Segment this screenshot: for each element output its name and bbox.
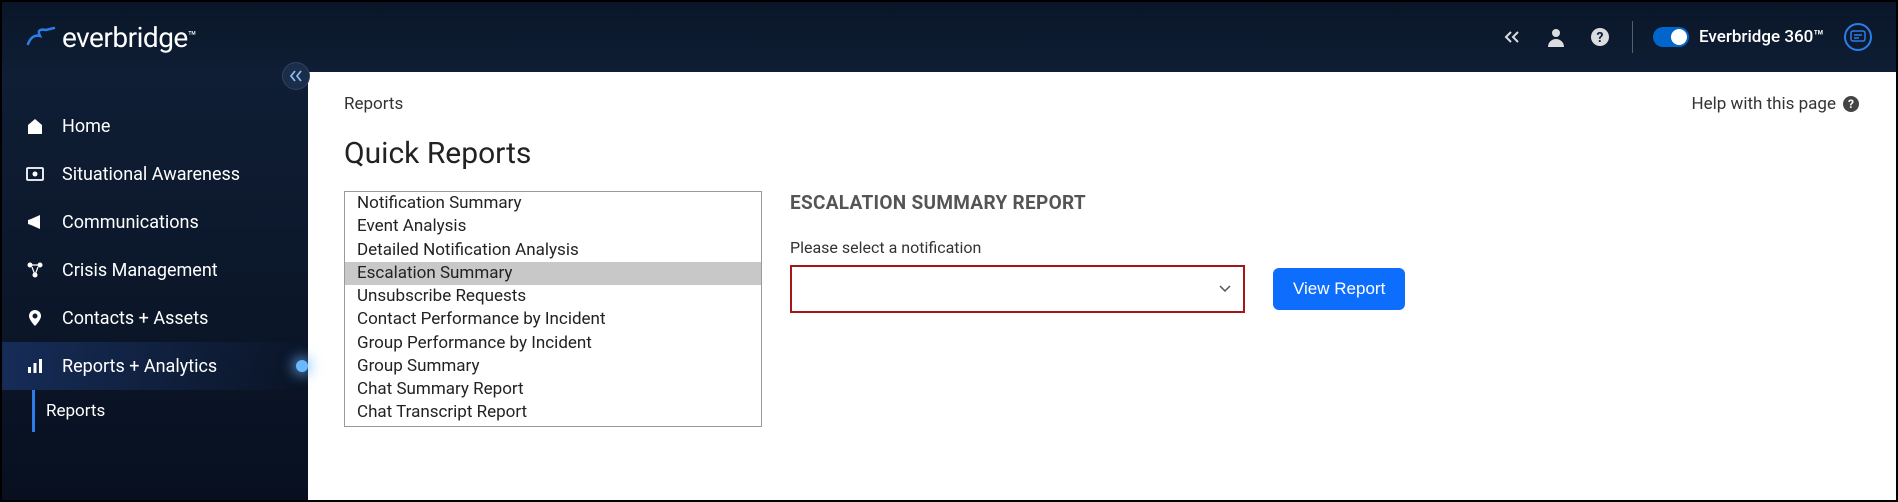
product-label: Everbridge 360™	[1699, 27, 1824, 47]
detail-title: ESCALATION SUMMARY REPORT	[790, 191, 1860, 214]
sidebar-item-label: Reports + Analytics	[62, 356, 217, 377]
sidebar-item-communications[interactable]: Communications	[2, 198, 308, 246]
report-option[interactable]: Chat Transcript Report	[345, 401, 761, 424]
chart-icon	[24, 355, 46, 377]
sidebar-item-label: Situational Awareness	[62, 164, 240, 185]
brand-mark-icon	[26, 26, 56, 48]
sidebar-subitem-reports[interactable]: Reports	[2, 390, 308, 432]
megaphone-icon	[24, 211, 46, 233]
nodes-icon	[24, 259, 46, 281]
header-actions: ? Everbridge 360™	[1500, 21, 1872, 53]
sidebar-item-situational[interactable]: Situational Awareness	[2, 150, 308, 198]
report-option[interactable]: Group Summary	[345, 355, 761, 378]
toggle-switch-icon[interactable]	[1653, 27, 1689, 47]
sidebar-item-home[interactable]: Home	[2, 102, 308, 150]
view-report-button[interactable]: View Report	[1273, 268, 1405, 310]
app-header: everbridge™ ? Everbridge 360™	[2, 2, 1896, 72]
help-icon[interactable]: ?	[1588, 25, 1612, 49]
brand-logo: everbridge™	[26, 21, 196, 54]
report-option[interactable]: Group Performance by Incident	[345, 332, 761, 355]
user-icon[interactable]	[1544, 25, 1568, 49]
sidebar-collapse-button[interactable]	[282, 62, 310, 90]
sidebar-item-label: Communications	[62, 212, 199, 233]
svg-text:?: ?	[1597, 30, 1604, 46]
brand-tm: ™	[188, 29, 196, 45]
svg-text:?: ?	[1848, 97, 1854, 111]
report-option[interactable]: Notification Summary	[345, 192, 761, 215]
header-divider	[1632, 21, 1633, 53]
sidebar-subitem-label: Reports	[46, 401, 105, 421]
collapse-header-icon[interactable]	[1500, 25, 1524, 49]
sidebar-item-label: Contacts + Assets	[62, 308, 208, 329]
sidebar-item-reports[interactable]: Reports + Analytics	[2, 342, 308, 390]
chat-icon[interactable]	[1844, 23, 1872, 51]
main-content: Reports Help with this page ? Quick Repo…	[308, 72, 1896, 500]
report-option[interactable]: Escalation Summary	[345, 262, 761, 285]
sidebar-item-crisis[interactable]: Crisis Management	[2, 246, 308, 294]
report-option[interactable]: Event Analysis	[345, 215, 761, 238]
sidebar-item-contacts[interactable]: Contacts + Assets	[2, 294, 308, 342]
report-option[interactable]: Chat Summary Report	[345, 378, 761, 401]
page-title: Quick Reports	[344, 136, 1860, 171]
report-detail-panel: ESCALATION SUMMARY REPORT Please select …	[790, 191, 1860, 313]
sidebar: Home Situational Awareness Communication…	[2, 72, 308, 500]
notification-field-label: Please select a notification	[790, 238, 1860, 257]
product-toggle[interactable]: Everbridge 360™	[1653, 27, 1824, 47]
report-option[interactable]: Contact Performance by Incident	[345, 308, 761, 331]
report-option[interactable]: Contact Tracing Report	[345, 425, 761, 428]
brand-name: everbridge	[62, 21, 188, 54]
report-option[interactable]: Unsubscribe Requests	[345, 285, 761, 308]
chevron-left-double-icon	[289, 70, 303, 82]
report-option[interactable]: Detailed Notification Analysis	[345, 239, 761, 262]
help-link-label: Help with this page	[1692, 94, 1837, 114]
question-circle-icon: ?	[1842, 95, 1860, 113]
help-link[interactable]: Help with this page ?	[1692, 94, 1861, 114]
eye-box-icon	[24, 163, 46, 185]
home-icon	[24, 115, 46, 137]
notification-select[interactable]	[790, 265, 1245, 313]
sidebar-item-label: Crisis Management	[62, 260, 218, 281]
sidebar-item-label: Home	[62, 116, 110, 137]
report-list[interactable]: Notification SummaryEvent AnalysisDetail…	[344, 191, 762, 427]
breadcrumb: Reports	[344, 94, 403, 114]
pin-icon	[24, 307, 46, 329]
